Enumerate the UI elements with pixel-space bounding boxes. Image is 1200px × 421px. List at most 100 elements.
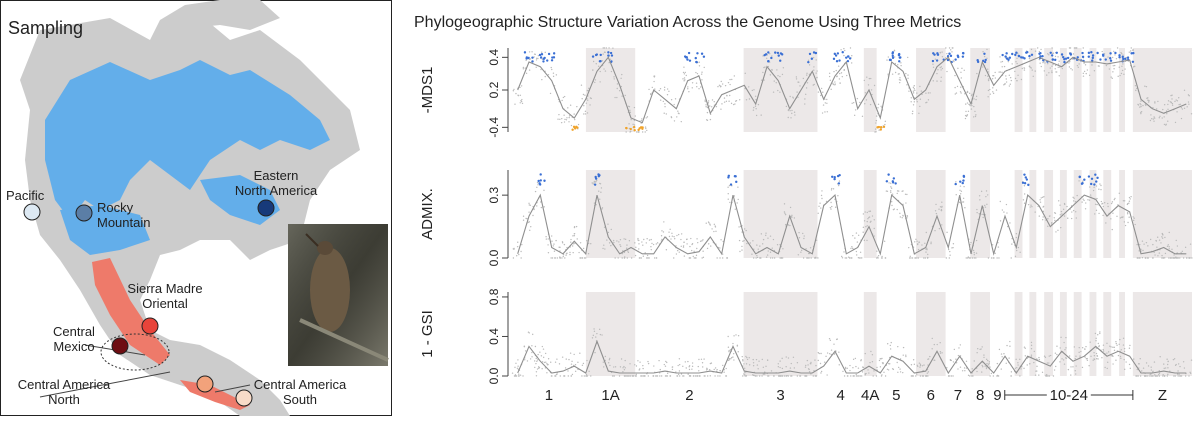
data-point (1053, 217, 1055, 219)
population-marker (196, 375, 214, 393)
chromosome-shade (585, 48, 636, 132)
data-point (766, 254, 769, 256)
data-point (906, 193, 908, 196)
data-point (832, 82, 834, 85)
data-point (945, 257, 948, 259)
data-point (955, 358, 957, 360)
data-point (550, 66, 552, 69)
data-point (623, 368, 626, 371)
data-point (1088, 199, 1091, 201)
data-point (1046, 375, 1048, 377)
data-point (941, 51, 943, 53)
data-point (936, 80, 938, 82)
data-point (949, 250, 951, 253)
outlier-high-point (552, 52, 556, 55)
data-point (1128, 363, 1131, 366)
outlier-high-point (531, 56, 534, 59)
data-point (891, 193, 894, 195)
data-point (669, 228, 671, 230)
outlier-high-point (1054, 58, 1057, 62)
data-point (671, 232, 673, 234)
data-point (721, 103, 723, 105)
outlier-high-point (539, 56, 543, 59)
data-point (1040, 65, 1042, 68)
data-point (941, 352, 943, 354)
data-point (1059, 361, 1061, 363)
data-point (987, 359, 989, 362)
data-point (752, 109, 755, 111)
data-point (520, 257, 522, 259)
data-point (1132, 66, 1135, 68)
data-point (613, 76, 615, 78)
data-point (648, 257, 650, 259)
data-point (1175, 257, 1177, 259)
data-point (701, 257, 703, 259)
data-point (961, 67, 963, 70)
data-point (762, 373, 765, 375)
data-point (940, 80, 942, 82)
data-point (806, 359, 809, 362)
data-point (828, 75, 831, 78)
data-point (524, 67, 526, 69)
data-point (1078, 180, 1080, 182)
data-point (964, 93, 966, 95)
outlier-high-point (1041, 55, 1044, 58)
chromosome-label-z: Z (1158, 387, 1167, 404)
chromosome-label-2: 2 (685, 387, 693, 404)
data-point (889, 190, 892, 192)
outlier-high-point (1026, 51, 1029, 54)
micro-chromosome-shade (1044, 48, 1054, 132)
data-point (973, 105, 975, 108)
data-point (568, 115, 571, 117)
data-point (959, 366, 962, 368)
data-point (1134, 85, 1137, 87)
data-point (1113, 50, 1115, 53)
data-point (567, 107, 569, 109)
data-point (1039, 62, 1041, 64)
data-point (599, 183, 602, 185)
data-point (744, 367, 746, 369)
data-point (581, 98, 583, 100)
data-point (654, 88, 656, 90)
data-point (1166, 245, 1169, 248)
micro-chromosome-shade (1119, 48, 1125, 132)
data-point (517, 241, 519, 243)
data-point (1154, 254, 1156, 256)
data-point (992, 375, 995, 377)
data-point (1031, 206, 1033, 208)
data-point (718, 84, 721, 86)
outlier-high-point (1025, 178, 1029, 181)
data-point (659, 88, 662, 90)
data-point (921, 365, 924, 367)
outlier-high-point (543, 179, 546, 182)
data-point (561, 242, 564, 244)
data-point (610, 228, 612, 231)
data-point (1093, 352, 1095, 354)
data-point (1095, 352, 1098, 355)
data-point (886, 368, 889, 370)
data-point (722, 364, 724, 367)
data-point (873, 227, 875, 230)
data-point (556, 373, 558, 375)
data-point (887, 56, 890, 58)
data-point (1023, 367, 1025, 370)
data-point (1065, 357, 1067, 359)
data-point (975, 114, 977, 116)
data-point (695, 82, 698, 84)
data-point (781, 375, 783, 377)
data-point (522, 375, 524, 377)
data-point (786, 375, 788, 377)
data-point (757, 368, 759, 370)
data-point (601, 334, 603, 336)
data-point (971, 375, 973, 377)
data-point (754, 105, 757, 107)
data-point (842, 370, 844, 373)
data-point (1112, 212, 1114, 214)
outlier-high-point (695, 60, 698, 64)
data-point (805, 87, 808, 89)
data-point (645, 242, 648, 244)
data-point (916, 92, 918, 94)
data-point (1037, 205, 1039, 208)
data-point (983, 55, 986, 58)
data-point (700, 73, 703, 75)
